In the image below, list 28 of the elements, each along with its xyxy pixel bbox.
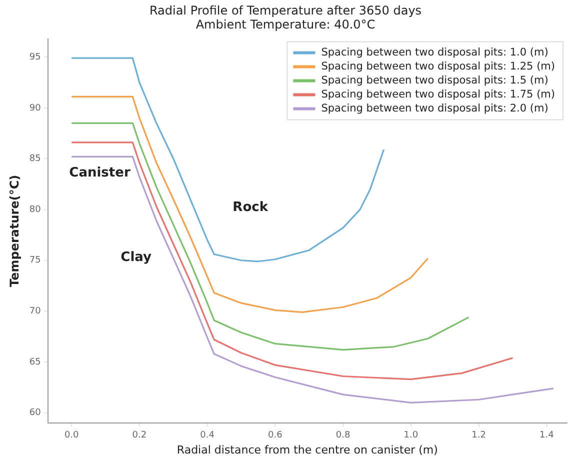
legend-label: Spacing between two disposal pits: 1.75 (m) bbox=[321, 88, 556, 101]
legend-label: Spacing between two disposal pits: 1.25 (m) bbox=[321, 60, 556, 73]
chart-title: Radial Profile of Temperature after 3650 days bbox=[149, 3, 422, 18]
y-tick-label: 95 bbox=[29, 52, 41, 62]
legend-label: Spacing between two disposal pits: 2.0 (m) bbox=[321, 102, 548, 115]
x-tick-label: 0.8 bbox=[336, 430, 350, 441]
y-tick-label: 65 bbox=[29, 357, 41, 368]
x-tick-label: 0.4 bbox=[200, 430, 215, 441]
y-tick-label: 70 bbox=[29, 306, 42, 317]
annotation: Canister bbox=[69, 166, 131, 181]
y-axis-title: Temperature(°C) bbox=[7, 174, 22, 287]
y-tick-label: 60 bbox=[29, 408, 42, 418]
x-tick-label: 1.0 bbox=[404, 430, 418, 441]
x-tick-label: 1.2 bbox=[472, 430, 486, 441]
x-axis-title: Radial distance from the centre on canister (m) bbox=[176, 443, 438, 456]
x-tick-label: 0.0 bbox=[64, 430, 80, 441]
legend-label: Spacing between two disposal pits: 1.0 (m) bbox=[321, 46, 548, 59]
legend-label: Spacing between two disposal pits: 1.5 (m) bbox=[321, 74, 548, 87]
chart-subtitle: Ambient Temperature: 40.0°C bbox=[196, 18, 376, 32]
annotation: Rock bbox=[232, 200, 268, 216]
y-tick-label: 85 bbox=[29, 154, 41, 164]
x-tick-label: 0.2 bbox=[132, 430, 147, 441]
y-tick-label: 80 bbox=[29, 204, 42, 215]
y-tick-label: 75 bbox=[29, 256, 41, 266]
x-tick-label: 0.6 bbox=[268, 430, 283, 441]
annotation: Clay bbox=[120, 250, 152, 266]
x-tick-label: 1.4 bbox=[539, 430, 554, 441]
y-tick-label: 90 bbox=[29, 103, 42, 114]
